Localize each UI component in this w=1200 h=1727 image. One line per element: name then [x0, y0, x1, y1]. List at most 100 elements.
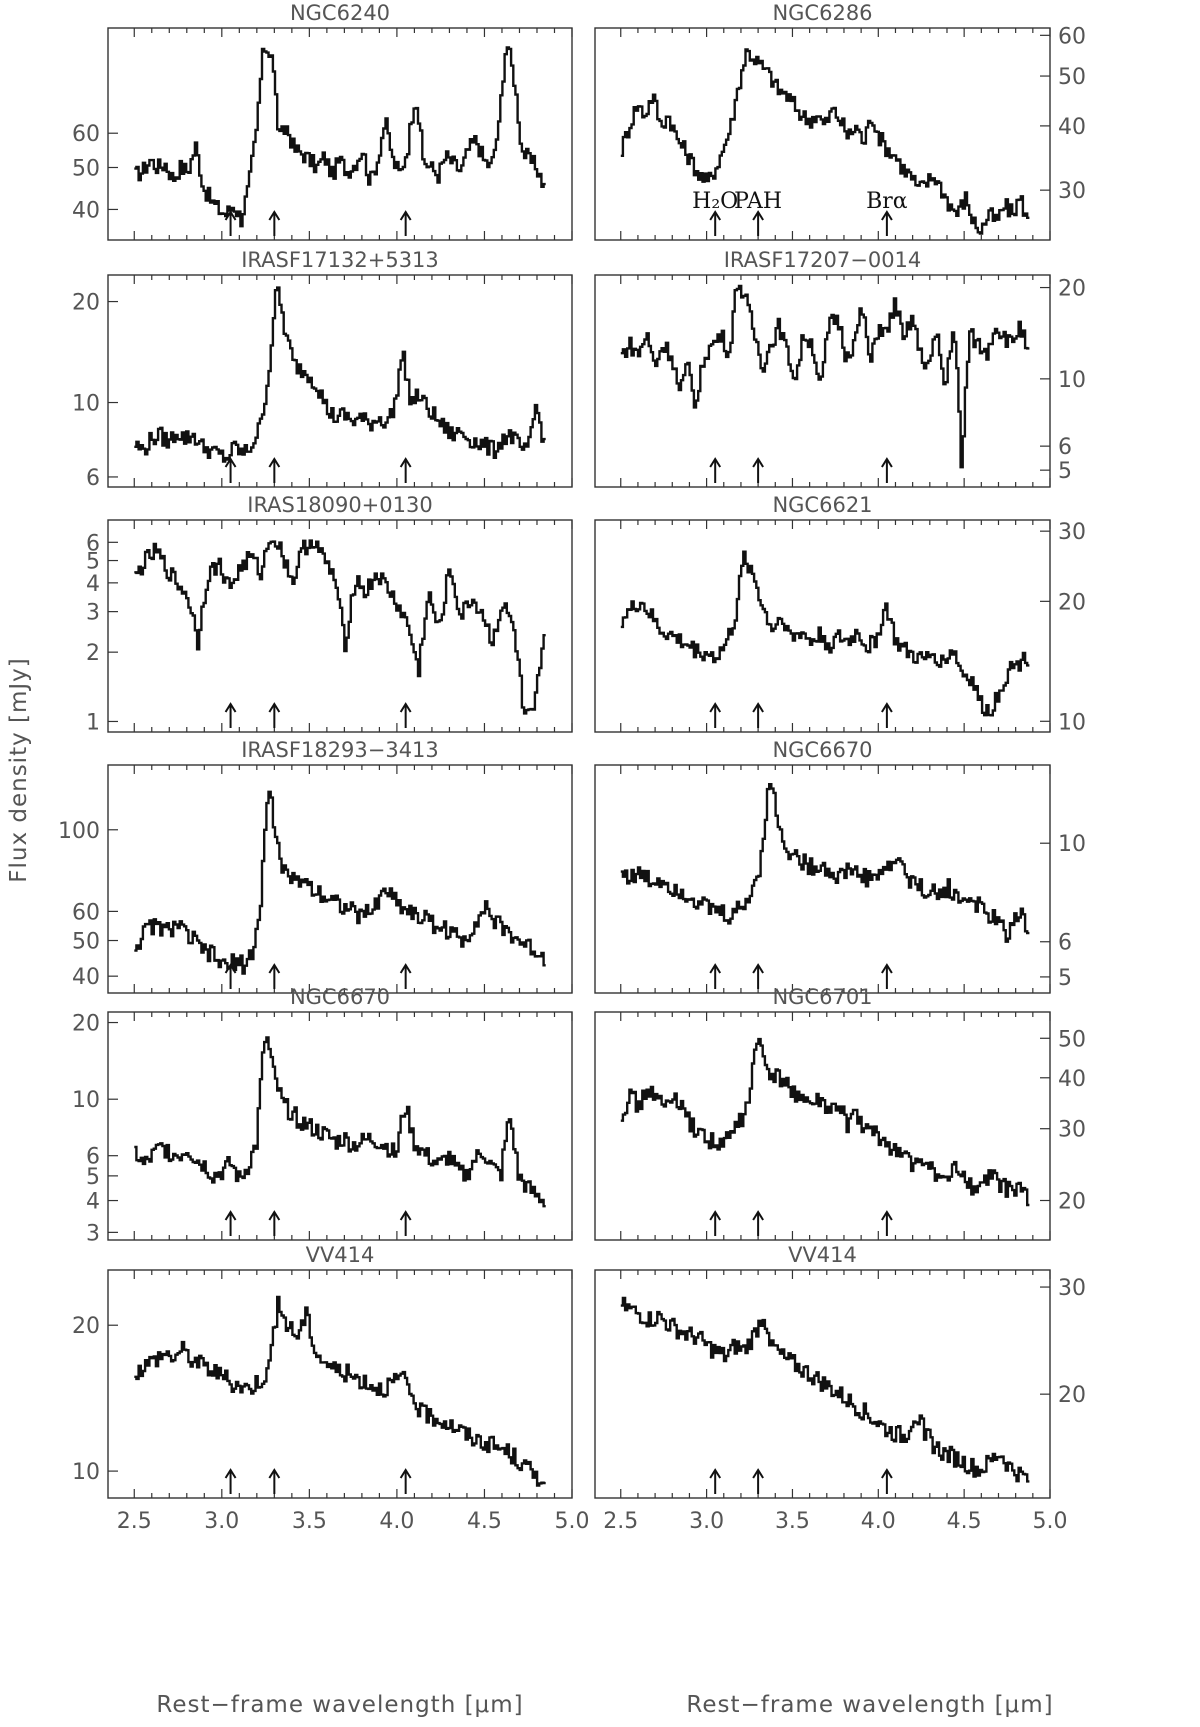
panel-title: NGC6240	[290, 1, 390, 25]
x-axis-label-right: Rest−frame wavelength [μm]	[686, 1692, 1053, 1718]
spectrum-line	[134, 790, 546, 975]
arrow-head	[709, 457, 722, 468]
panel-frame	[107, 519, 573, 733]
y-tick-label: 20	[72, 1314, 100, 1339]
x-tick-label: 4.0	[861, 1509, 896, 1534]
panel-frame	[594, 1269, 1051, 1499]
panel-title: NGC6286	[772, 1, 872, 25]
y-tick-label: 60	[1058, 24, 1086, 49]
spectrum-line	[620, 48, 1030, 235]
y-tick-label: 2	[86, 641, 100, 666]
panel-frame	[594, 519, 1051, 733]
spectrum-panel: VV414 20 30 2.5 3.0 3.5 4.0 4.5 5.0	[594, 1243, 1086, 1534]
spectrum-line	[134, 286, 546, 463]
y-tick-label: 5	[1058, 966, 1072, 991]
y-tick-label: 3	[86, 1221, 100, 1246]
x-tick-label: 4.5	[947, 1509, 982, 1534]
arrow-head	[709, 702, 722, 713]
spectrum-line	[620, 284, 1030, 469]
panel-title: IRASF18293−3413	[241, 738, 439, 762]
y-tick-label: 4	[86, 572, 100, 597]
spectrum-line	[620, 1037, 1030, 1207]
arrow-head	[752, 963, 764, 974]
arrow-head	[881, 1210, 893, 1221]
arrow-head	[268, 210, 281, 221]
y-tick-label: 3	[86, 601, 100, 626]
spectrum-panel: IRASF17207−0014 56 10 20	[594, 248, 1086, 488]
y-tick-label: 10	[1058, 710, 1086, 735]
x-tick-label: 4.0	[379, 1509, 414, 1534]
panel-title: NGC6670	[290, 985, 390, 1009]
arrow-head	[224, 702, 237, 713]
y-tick-label: 6	[86, 1145, 100, 1170]
y-tick-label: 20	[1058, 1383, 1086, 1408]
arrow-head	[399, 1468, 412, 1479]
y-tick-label: 50	[72, 930, 100, 955]
spectrum-line	[134, 46, 546, 228]
spectrum-panel: VV414 10 20 2.5 3.0 3.5 4.0 4.5 5.0	[72, 1243, 590, 1534]
y-tick-label: 20	[72, 1012, 100, 1037]
arrow-head	[752, 1468, 764, 1479]
y-tick-label: 10	[1058, 832, 1086, 857]
spectrum-panel: IRAS18090+0130 1 2 3 456	[86, 493, 573, 735]
panel-title: IRASF17207−0014	[724, 248, 922, 272]
spectrum-panel: NGC6621 10 20 30	[594, 493, 1086, 735]
x-tick-label: 3.5	[775, 1509, 810, 1534]
spectrum-panel: NGC6670 3 456 10 20	[72, 985, 573, 1246]
y-tick-label: 60	[72, 900, 100, 925]
panel-title: NGC6701	[772, 985, 872, 1009]
arrow-head	[709, 1468, 722, 1479]
spectrum-panel: NGC6240 40 50 60	[72, 1, 573, 241]
y-tick-label: 30	[1058, 1276, 1086, 1301]
arrow-head	[224, 963, 237, 974]
arrow-head	[399, 210, 412, 221]
line-label: Brα	[866, 189, 908, 214]
y-tick-label: 50	[1058, 65, 1086, 90]
arrow-head	[709, 1210, 722, 1221]
arrow-head	[268, 457, 281, 468]
panel-title: NGC6670	[772, 738, 872, 762]
spectrum-line	[134, 1295, 546, 1487]
panel-title: VV414	[788, 1243, 857, 1267]
y-axis-label: Flux density [mJy]	[6, 657, 32, 883]
line-label: PAH	[734, 189, 782, 214]
arrow-head	[399, 702, 412, 713]
x-axis-label-left: Rest−frame wavelength [μm]	[156, 1692, 523, 1718]
arrow-head	[268, 1468, 281, 1479]
y-tick-label: 30	[1058, 520, 1086, 545]
x-tick-label: 2.5	[603, 1509, 638, 1534]
panel-frame	[107, 1269, 573, 1499]
arrow-head	[224, 210, 237, 221]
y-tick-label: 50	[72, 156, 100, 181]
spectrum-panel: IRASF17132+5313 6 10 20	[72, 248, 573, 491]
arrow-head	[881, 702, 893, 713]
y-tick-label: 40	[1058, 1067, 1086, 1092]
y-tick-label: 40	[72, 198, 100, 223]
arrow-head	[268, 702, 281, 713]
panel-frame	[594, 1011, 1051, 1241]
y-tick-label: 5	[86, 1165, 100, 1190]
y-tick-label: 6	[86, 466, 100, 491]
spectrum-line	[620, 783, 1030, 943]
y-tick-label: 50	[1058, 1027, 1086, 1052]
panel-frame	[107, 27, 573, 241]
spectrum-panel: IRASF18293−3413 40 50 60 100	[58, 738, 573, 994]
y-tick-label: 6	[1058, 931, 1072, 956]
arrow-head	[709, 963, 722, 974]
y-tick-label: 20	[1058, 590, 1086, 615]
arrow-head	[224, 457, 237, 468]
y-tick-label: 10	[1058, 368, 1086, 393]
panel-frame	[107, 274, 573, 488]
arrow-head	[399, 963, 412, 974]
x-tick-label: 4.5	[467, 1509, 502, 1534]
x-tick-label: 2.5	[117, 1509, 152, 1534]
arrow-head	[399, 1210, 412, 1221]
arrow-head	[881, 457, 893, 468]
panel-frame	[594, 764, 1051, 994]
spectrum-line	[620, 1296, 1030, 1483]
panel-frame	[594, 274, 1051, 488]
y-tick-label: 100	[58, 819, 100, 844]
y-tick-label: 10	[72, 1088, 100, 1113]
line-label: H₂O	[692, 189, 738, 214]
